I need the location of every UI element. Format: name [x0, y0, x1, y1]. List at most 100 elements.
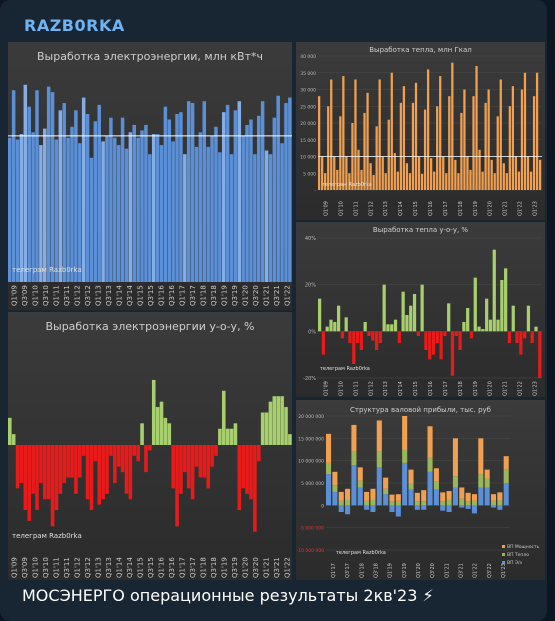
y-tick-label: 30 000: [300, 88, 316, 94]
bar: [390, 72, 393, 190]
bar: [276, 396, 281, 445]
bar: [393, 153, 396, 190]
bar: [198, 132, 203, 282]
bar: [268, 154, 273, 282]
bar: [439, 76, 442, 190]
x-tick-label: Q1'18: [458, 201, 464, 216]
bar-segment: [376, 420, 382, 452]
bar: [233, 110, 238, 282]
bar: [420, 284, 424, 332]
bar: [8, 137, 12, 282]
bar: [159, 401, 164, 445]
bar: [396, 171, 399, 190]
bar-segment: [402, 449, 408, 463]
bar: [504, 268, 508, 332]
x-tick-label: Q1'13: [383, 381, 389, 396]
bar: [97, 104, 101, 282]
bar: [229, 154, 234, 282]
x-tick-label: Q3'12: [84, 285, 92, 306]
bar: [155, 407, 160, 445]
x-tick-label: Q1'11: [353, 381, 359, 396]
bar: [454, 331, 458, 336]
chart-title: Выработка электроэнергии у-о-у, %: [45, 320, 255, 333]
x-tick-label: Q3'21: [458, 563, 464, 578]
chart-heat-yoy[interactable]: Выработка тепла у-о-у, % 40% 20% 0% -20% Q1'…: [296, 222, 545, 397]
bar-segment: [421, 490, 427, 502]
bar: [372, 174, 375, 190]
bar: [492, 249, 496, 332]
bar: [54, 445, 59, 511]
bar: [523, 331, 527, 339]
bar: [233, 423, 238, 445]
bar-segment: [440, 501, 446, 506]
bar: [202, 101, 207, 282]
bar-segment: [421, 501, 427, 506]
bar: [340, 331, 345, 339]
bar: [225, 104, 230, 282]
bar-segment: [364, 505, 370, 510]
bar: [253, 154, 257, 282]
y-tick-label: 40 000: [300, 54, 316, 60]
chart-electricity-yoy[interactable]: Выработка электроэнергии у-о-у, % Q1'09 Q…: [8, 312, 292, 580]
bar: [116, 445, 121, 467]
x-tick-label: Q3'15: [147, 285, 155, 306]
bar: [35, 90, 39, 282]
bar: [393, 319, 398, 332]
post-caption: МОСЭНЕРГО операционные результаты 2кв'23…: [22, 586, 434, 605]
bar-segment: [370, 488, 376, 500]
bar: [366, 92, 369, 190]
bar: [473, 277, 477, 332]
legend-swatch: [502, 545, 505, 548]
bar: [363, 322, 367, 332]
bar-segment: [376, 467, 382, 506]
bar: [431, 331, 436, 355]
y-tick-label: 15 000: [300, 138, 316, 144]
bar-segment: [490, 505, 497, 508]
bar: [144, 124, 148, 283]
x-tick-label: Q3'21: [273, 557, 281, 578]
chart-gross-profit[interactable]: Структура валовой прибыли, тыс. руб 20 0…: [296, 400, 545, 580]
x-tick-label: Q1'14: [398, 201, 404, 216]
bar: [499, 79, 502, 190]
bar: [58, 110, 63, 282]
bar: [50, 445, 55, 527]
x-tick-label: Q1'12: [368, 381, 374, 396]
bar: [66, 445, 70, 478]
bar-segment: [446, 491, 452, 500]
bar: [194, 445, 199, 467]
bar-segment: [471, 494, 478, 501]
bar: [81, 445, 86, 456]
bar: [31, 445, 35, 494]
bar-segment: [395, 500, 401, 506]
chart-heat-output[interactable]: Выработка тепла, млн Гкал 40 000 35 000 30…: [296, 42, 545, 220]
x-tick-label: Q1'12: [73, 285, 81, 306]
bar: [436, 106, 439, 190]
x-tick-label: Q1'15: [136, 285, 144, 306]
bar: [39, 445, 43, 483]
bar: [500, 280, 504, 332]
bar: [411, 102, 415, 190]
bar: [381, 156, 384, 190]
bar: [93, 445, 98, 462]
bar: [58, 445, 63, 494]
bar: [523, 72, 527, 190]
bar: [151, 379, 156, 445]
chart-electricity-output[interactable]: Выработка электроэнергии, млн кВт*ч Q1'0…: [8, 42, 292, 310]
bar-segment: [427, 471, 433, 506]
y-tick-label: 35 000: [300, 71, 316, 77]
channel-name[interactable]: RAZB0RKA: [24, 16, 125, 35]
x-tick-label: Q1'17: [331, 563, 337, 578]
bar: [496, 319, 500, 332]
legend-swatch: [502, 561, 505, 564]
x-tick-label: Q3'21: [273, 285, 281, 306]
bar: [321, 331, 326, 355]
x-tick-label: Q1'23: [533, 201, 539, 216]
bar: [401, 291, 405, 332]
chart-electricity-output-plot: Q1'09 Q3'09 Q1'10 Q3'10 Q1'11 Q3'11 Q1'12 Q3'12…: [8, 84, 292, 306]
bar: [198, 445, 203, 478]
bar-segment: [332, 471, 338, 486]
legend-label: ВП Тепло: [507, 552, 529, 558]
bar: [405, 315, 409, 332]
bar: [183, 445, 187, 473]
bar: [416, 331, 420, 336]
